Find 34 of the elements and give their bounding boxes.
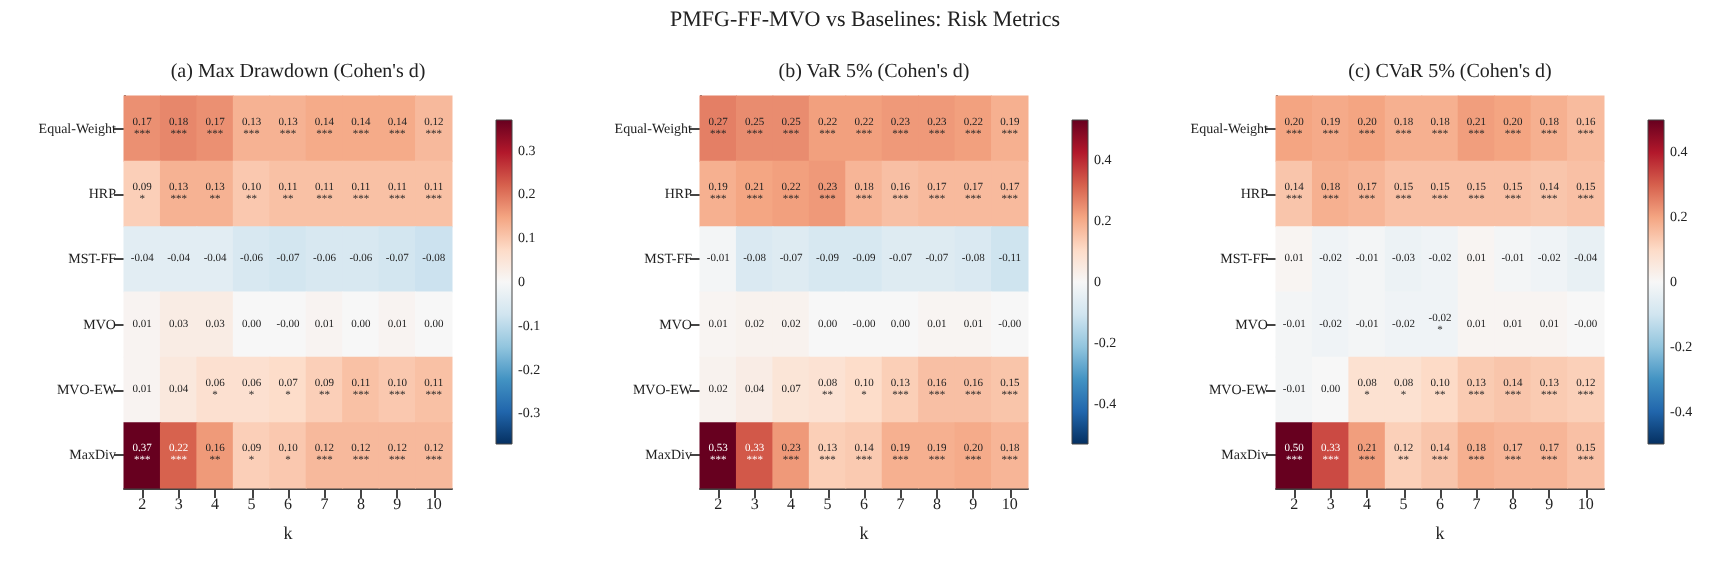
x-axis-title: k bbox=[1435, 523, 1446, 543]
x-tick-label: 3 bbox=[1326, 495, 1335, 513]
x-tick-label: 5 bbox=[247, 495, 256, 513]
x-tick-label: 9 bbox=[393, 495, 402, 513]
x-tick-label: 8 bbox=[932, 495, 941, 513]
x-tick-label: 2 bbox=[138, 495, 147, 513]
x-tick-label: 3 bbox=[174, 495, 183, 513]
chart-title: (a) Max Drawdown (Cohen's d) bbox=[170, 61, 426, 83]
chart-title: (c) CVaR 5% (Cohen's d) bbox=[1348, 61, 1552, 83]
x-tick-label: 9 bbox=[969, 495, 978, 513]
x-tick-label: 7 bbox=[320, 495, 329, 513]
x-tick-label: 9 bbox=[1545, 495, 1554, 513]
x-tick-label: 2 bbox=[1290, 495, 1299, 513]
x-tick-label: 10 bbox=[1577, 495, 1594, 513]
chart-title: (b) VaR 5% (Cohen's d) bbox=[778, 61, 970, 83]
x-tick-label: 6 bbox=[1436, 495, 1444, 513]
x-tick-label: 10 bbox=[425, 495, 442, 513]
text: PMFG-FF-MVO vs Baselines: Risk Metrics bbox=[668, 8, 1062, 32]
x-tick-label: 8 bbox=[1508, 495, 1517, 513]
x-tick-label: 4 bbox=[211, 495, 220, 513]
x-tick-label: 5 bbox=[823, 495, 832, 513]
x-tick-label: 5 bbox=[1399, 495, 1408, 513]
x-tick-label: 4 bbox=[787, 495, 796, 513]
x-tick-label: 6 bbox=[860, 495, 868, 513]
x-tick-label: 4 bbox=[1363, 495, 1372, 513]
x-axis-title: k bbox=[283, 523, 294, 543]
x-tick-label: 7 bbox=[1472, 495, 1481, 513]
x-tick-label: 6 bbox=[284, 495, 292, 513]
x-axis-title: k bbox=[859, 523, 870, 543]
x-tick-label: 10 bbox=[1001, 495, 1018, 513]
x-tick-label: 2 bbox=[714, 495, 723, 513]
x-tick-label: 3 bbox=[750, 495, 759, 513]
x-tick-label: 8 bbox=[356, 495, 365, 513]
x-tick-label: 7 bbox=[896, 495, 905, 513]
